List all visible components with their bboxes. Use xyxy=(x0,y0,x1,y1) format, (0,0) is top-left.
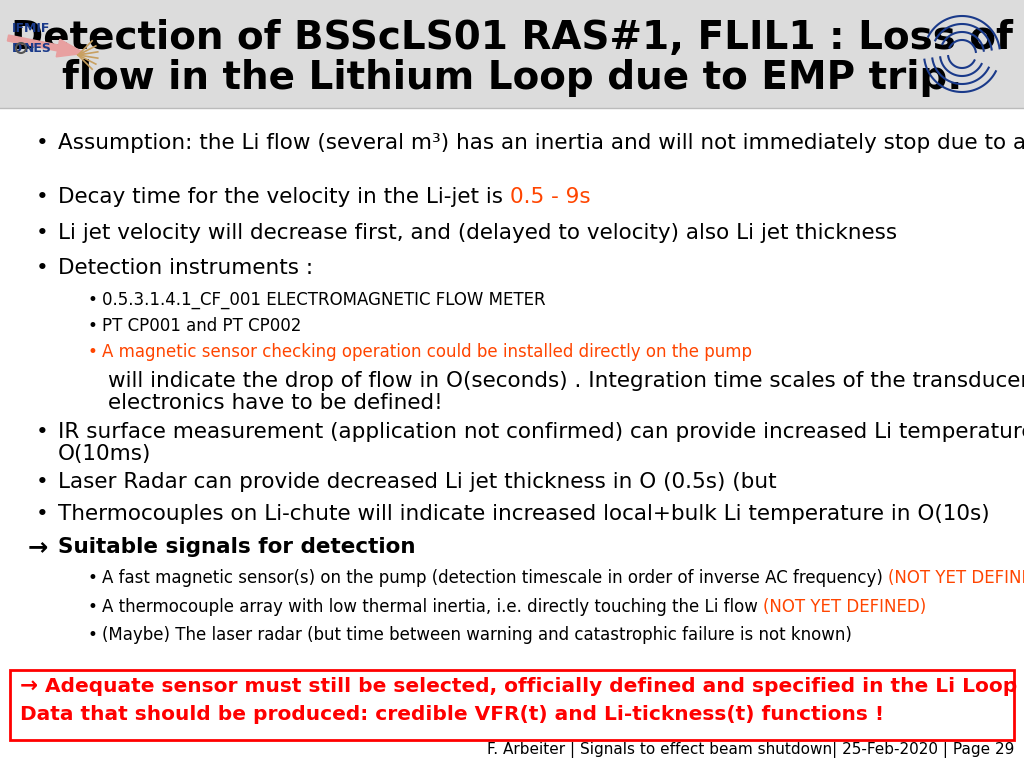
Text: •: • xyxy=(87,343,97,361)
Bar xyxy=(10,670,1014,740)
Text: •: • xyxy=(36,133,48,153)
Text: (NOT YET DEFINED): (NOT YET DEFINED) xyxy=(888,569,1024,587)
Text: •: • xyxy=(36,422,48,442)
Text: •: • xyxy=(36,472,48,492)
Text: Adequate sensor must still be selected, officially defined and specified in the : Adequate sensor must still be selected, … xyxy=(38,677,1024,696)
Text: Data that should be produced: credible VFR(t) and Li-tickness(t) functions !: Data that should be produced: credible V… xyxy=(20,704,884,723)
Text: electronics have to be defined!: electronics have to be defined! xyxy=(108,393,442,413)
Text: Thermocouples on Li-chute will indicate increased local+bulk Li temperature in O: Thermocouples on Li-chute will indicate … xyxy=(58,504,989,524)
Text: •: • xyxy=(87,626,97,644)
Text: Decay time for the velocity in the Li-jet is: Decay time for the velocity in the Li-je… xyxy=(58,187,510,207)
Text: (Maybe) The laser radar (but time between warning and catastrophic failure is no: (Maybe) The laser radar (but time betwee… xyxy=(102,626,852,644)
Text: Assumption: the Li flow (several m³) has an inertia and will not immediately sto: Assumption: the Li flow (several m³) has… xyxy=(58,133,1024,153)
Text: A magnetic sensor checking operation could be installed directly on the pump: A magnetic sensor checking operation cou… xyxy=(102,343,752,361)
Text: 0.5.3.1.4.1_CF_001 ELECTROMAGNETIC FLOW METER: 0.5.3.1.4.1_CF_001 ELECTROMAGNETIC FLOW … xyxy=(102,291,546,309)
Text: •: • xyxy=(87,317,97,335)
Text: A thermocouple array with low thermal inertia, i.e. directly touching the Li flo: A thermocouple array with low thermal in… xyxy=(102,598,763,616)
Text: A fast magnetic sensor(s) on the pump (detection timescale in order of inverse A: A fast magnetic sensor(s) on the pump (d… xyxy=(102,569,888,587)
Text: Detection instruments :: Detection instruments : xyxy=(58,258,313,278)
Text: F. Arbeiter | Signals to effect beam shutdown| 25-Feb-2020 | Page 29: F. Arbeiter | Signals to effect beam shu… xyxy=(486,742,1014,758)
Text: Li jet velocity will decrease first, and (delayed to velocity) also Li jet thick: Li jet velocity will decrease first, and… xyxy=(58,223,897,243)
Text: →: → xyxy=(20,676,38,696)
Text: (NOT YET DEFINED): (NOT YET DEFINED) xyxy=(763,598,927,616)
Text: 0.5 - 9s: 0.5 - 9s xyxy=(510,187,591,207)
Text: •: • xyxy=(87,291,97,309)
Text: →: → xyxy=(28,535,48,559)
Text: will indicate the drop of flow in O(seconds) . Integration time scales of the tr: will indicate the drop of flow in O(seco… xyxy=(108,371,1024,391)
Text: IFMIF: IFMIF xyxy=(12,22,50,35)
Text: PT CP001 and PT CP002: PT CP001 and PT CP002 xyxy=(102,317,301,335)
Bar xyxy=(0,0,1024,108)
Text: IR surface measurement (application not confirmed) can provide increased Li temp: IR surface measurement (application not … xyxy=(58,422,1024,442)
Text: flow in the Lithium Loop due to EMP trip.: flow in the Lithium Loop due to EMP trip… xyxy=(61,59,963,97)
Text: •: • xyxy=(36,187,48,207)
Text: O(10ms): O(10ms) xyxy=(58,444,152,464)
Text: Detection of BSSc​LS01 RAS#1, FLIL1 : Loss of: Detection of BSSc​LS01 RAS#1, FLIL1 : Lo… xyxy=(11,19,1013,57)
Text: •: • xyxy=(36,223,48,243)
Text: •: • xyxy=(87,598,97,616)
Text: Laser Radar can provide decreased Li jet thickness in O (0.5s) (but: Laser Radar can provide decreased Li jet… xyxy=(58,472,776,492)
Text: •: • xyxy=(87,569,97,587)
FancyArrow shape xyxy=(7,35,84,57)
Text: •: • xyxy=(36,258,48,278)
Text: NES: NES xyxy=(24,41,52,55)
Text: D: D xyxy=(12,41,23,55)
Text: •: • xyxy=(36,504,48,524)
Text: Suitable signals for detection: Suitable signals for detection xyxy=(58,537,416,557)
